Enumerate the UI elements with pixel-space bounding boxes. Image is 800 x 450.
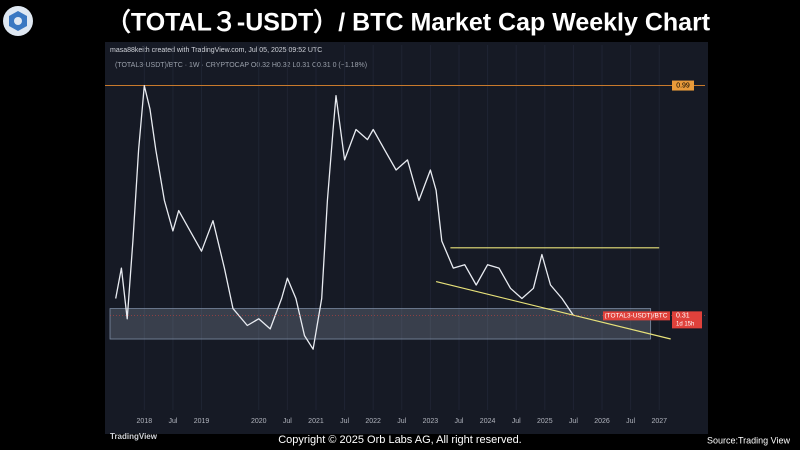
symbol-tag (603, 311, 670, 321)
x-tick-label: Jul (340, 418, 349, 425)
x-tick-label: Jul (626, 418, 635, 425)
symbol-label: (TOTAL3-USDT)/BTC (605, 313, 668, 320)
price-line-tag (672, 80, 694, 91)
x-tick-label: Jul (512, 418, 521, 425)
price-series (115, 84, 574, 350)
x-tick-label: 2019 (194, 418, 210, 425)
plot: 2018 Jul 2019 2020 Jul 2021 Jul 2022 Jul 2023 Jul 2… (105, 45, 705, 425)
x-tick-label: 2018 (137, 418, 153, 425)
last-value-label: 0.31 (676, 313, 690, 320)
x-tick-label: Jul (283, 418, 292, 425)
x-tick-label: 2027 (651, 418, 667, 425)
chart-panel (105, 42, 708, 434)
x-tick-label: 2024 (480, 418, 496, 425)
title: （TOTAL３-USDT）/ BTC Market Cap Weekly Cha… (106, 8, 711, 37)
x-tick-label: Jul (397, 418, 406, 425)
x-tick-label: 2020 (251, 418, 267, 425)
x-tick-label: 2026 (594, 418, 610, 425)
x-tick-label: 2025 (537, 418, 553, 425)
x-tick-label: 2023 (423, 418, 439, 425)
logo-icon (3, 6, 33, 36)
legend-text: (TOTAL3-USDT)/BTC · 1W · CRYPTOCAP O0.32… (115, 62, 367, 69)
copyright: Copyright © 2025 Orb Labs AG, All right … (278, 434, 522, 446)
zone (109, 308, 652, 340)
price-line-label: 0.99 (676, 82, 690, 89)
x-tick-label: 2021 (308, 418, 324, 425)
last-value-tag (672, 311, 702, 329)
tv-logo: TradingView (110, 432, 158, 441)
x-tick-label: Jul (455, 418, 464, 425)
source: Source:Trading View (707, 435, 791, 445)
x-tick-label: Jul (569, 418, 578, 425)
countdown: 1d 15h (676, 321, 694, 327)
attribution: masa88keith created with TradingView.com… (110, 47, 322, 54)
x-tick-label: 2022 (365, 418, 381, 425)
x-tick-label: Jul (168, 418, 177, 425)
support-line (435, 281, 671, 340)
